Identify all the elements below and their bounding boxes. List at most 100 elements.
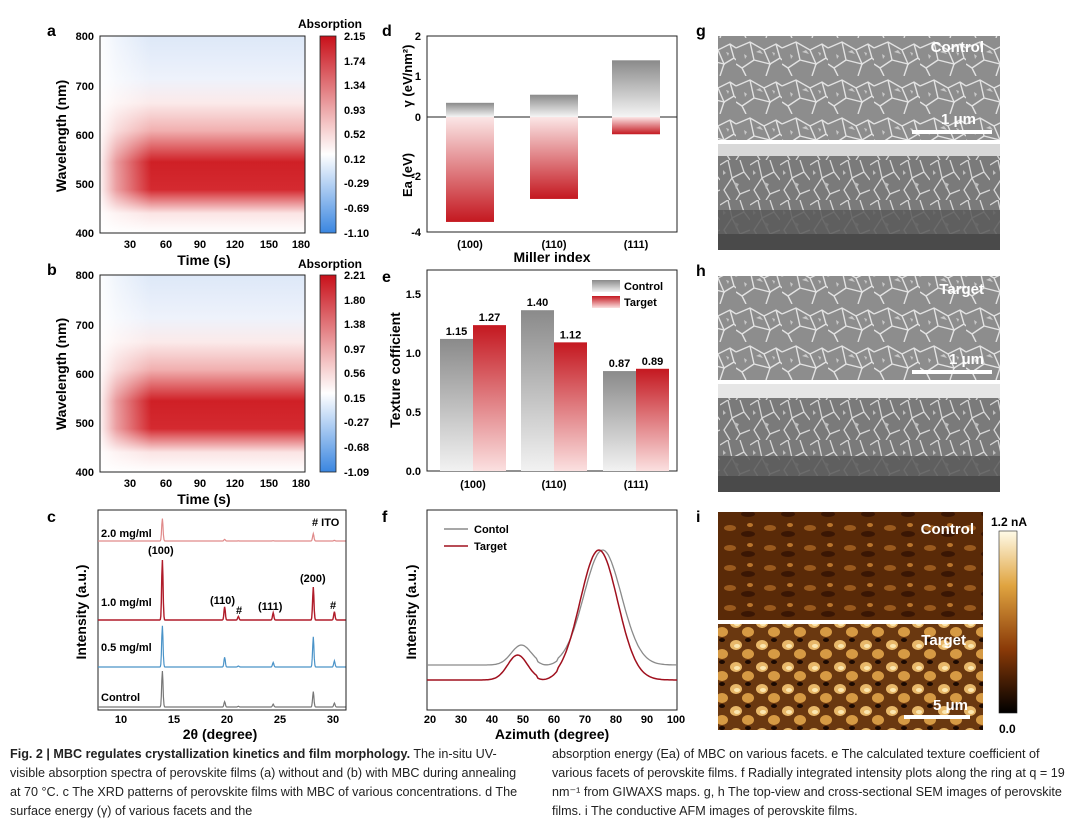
b-xtick-5: 180 (292, 478, 310, 490)
d-ylabel-top: γ (eV/nm²) (400, 45, 415, 108)
d-bars (446, 60, 660, 222)
d-xtick-0: (100) (457, 239, 483, 251)
a-ytick-3: 500 (76, 179, 94, 191)
f-xtick-7: 90 (641, 714, 653, 726)
e-ytick-1: 1.0 (406, 348, 421, 360)
d-bar-gamma-2 (612, 60, 660, 117)
panel-letter-a: a (47, 23, 56, 40)
h-sem-substrate (718, 456, 1000, 476)
e-xtick-1: (110) (541, 479, 566, 491)
e-value-control-0: 1.15 (446, 326, 467, 338)
b-legend-title: Absorption (298, 257, 362, 271)
e-value-target-1: 1.12 (560, 329, 581, 341)
a-xtick-3: 120 (226, 239, 244, 251)
panel-letter-d: d (382, 23, 392, 40)
f-series-target (427, 549, 677, 681)
c-xtick-4: 30 (327, 714, 339, 726)
heatmap-a-frame (99, 35, 306, 234)
d-ytick-0: 2 (415, 31, 421, 43)
d-bar-gamma-1 (530, 94, 578, 117)
panel-c: c 2.0 mg/ml 1.0 mg/ml 0.5 mg/ml Control … (47, 509, 347, 742)
i-afm-control (718, 512, 983, 620)
b-cbar-7: -0.68 (344, 442, 369, 454)
h-sem-glass (718, 476, 1000, 492)
i-scale-text: 5 μm (933, 697, 968, 714)
e-legend-target: Target (624, 297, 657, 309)
e-bar-target-1 (554, 342, 587, 471)
b-cbar-2: 1.38 (344, 319, 365, 331)
panel-i: i Control Target 5 μm 1.2 nA 0.0 (696, 509, 1027, 736)
c-peak-200: (200) (300, 573, 326, 585)
panel-g: g Control 1 μm (696, 23, 1000, 250)
d-bar-ea-0 (446, 117, 494, 222)
i-label-control: Control (921, 521, 974, 538)
e-value-control-2: 0.87 (609, 358, 630, 370)
caption-left-text: The in-situ UV-visible absorption spectr… (10, 747, 518, 818)
panel-letter-h: h (696, 263, 706, 280)
a-ytick-1: 700 (76, 81, 94, 93)
d-bar-ea-1 (530, 117, 578, 199)
panel-f: f Contol Target 20 30 40 50 60 70 80 90 … (382, 509, 685, 742)
b-xtick-4: 150 (260, 478, 278, 490)
e-ytick-2: 0.5 (406, 407, 421, 419)
b-ytick-4: 400 (76, 467, 94, 479)
e-bar-control-2 (603, 371, 636, 471)
e-ytick-0: 1.5 (406, 289, 421, 301)
heatmap-a-ramp (100, 36, 305, 233)
i-scale-bar (904, 715, 970, 719)
b-cbar-8: -1.09 (344, 467, 369, 479)
c-series-1mg (98, 559, 346, 621)
b-xtick-1: 60 (160, 478, 172, 490)
caption-right: absorption energy (Ea) of MBC on various… (552, 747, 1065, 818)
panel-a: a 800 700 600 500 400 30 60 90 120 150 1… (47, 17, 369, 268)
e-value-control-1: 1.40 (527, 297, 548, 309)
d-xtick-2: (111) (624, 239, 649, 251)
a-xlabel: Time (s) (177, 252, 230, 268)
b-ytick-2: 600 (76, 369, 94, 381)
a-xtick-5: 180 (292, 239, 310, 251)
e-bar-control-1 (521, 310, 554, 471)
h-scale-bar (912, 370, 992, 374)
e-ytick-3: 0.0 (406, 466, 421, 478)
panel-letter-e: e (382, 269, 391, 286)
c-peak-111: (111) (258, 601, 283, 613)
c-peak-110: (110) (210, 595, 235, 607)
d-ytick-2: 0 (415, 112, 421, 124)
a-cbar-0: 2.15 (344, 31, 365, 43)
e-ylabel: Texture cofficient (387, 312, 403, 428)
f-frame (426, 509, 678, 711)
b-cbar-4: 0.56 (344, 368, 365, 380)
c-series-control (98, 670, 346, 708)
a-ylabel: Wavelength (nm) (53, 80, 69, 192)
c-xtick-0: 10 (115, 714, 127, 726)
b-ytick-3: 500 (76, 418, 94, 430)
i-cbar-max: 1.2 nA (991, 515, 1027, 529)
b-colorbar (319, 274, 337, 473)
panel-d: d 2 1 0 -2 -4 (100) (110) (111) Miller i… (382, 23, 678, 265)
b-cbar-1: 1.80 (344, 295, 365, 307)
f-xtick-1: 30 (455, 714, 467, 726)
f-xtick-5: 70 (579, 714, 591, 726)
b-ytick-1: 700 (76, 320, 94, 332)
a-xtick-4: 150 (260, 239, 278, 251)
a-cbar-7: -0.69 (344, 203, 369, 215)
c-xtick-2: 20 (221, 714, 233, 726)
g-sem-substrate (718, 210, 1000, 234)
c-frame (97, 509, 347, 711)
a-ytick-0: 800 (76, 31, 94, 43)
panel-letter-g: g (696, 23, 706, 40)
h-scale-text: 1 μm (949, 351, 984, 368)
f-xtick-6: 80 (610, 714, 622, 726)
heatmap-b-ramp (100, 275, 305, 472)
e-value-target-2: 0.89 (642, 356, 663, 368)
e-legend-swatch-target (592, 296, 620, 308)
e-xtick-0: (100) (460, 479, 486, 491)
c-series-05mg (98, 625, 346, 668)
b-cbar-6: -0.27 (344, 417, 369, 429)
d-ytick-4: -4 (411, 227, 422, 239)
i-cbar-min: 0.0 (999, 722, 1016, 736)
b-xtick-3: 120 (226, 478, 244, 490)
e-value-target-0: 1.27 (479, 312, 500, 324)
a-ytick-2: 600 (76, 130, 94, 142)
d-ytick-3: -2 (411, 171, 421, 183)
